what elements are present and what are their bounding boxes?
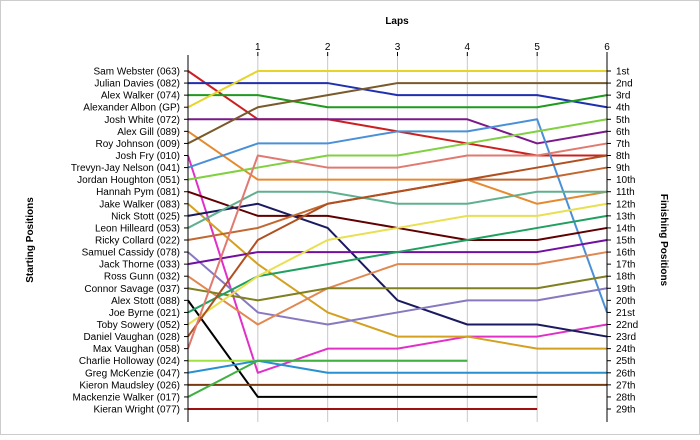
start-position-label: Daniel Vaughan (028) xyxy=(83,332,180,343)
series-line xyxy=(188,82,608,109)
start-position-label: Alex Stott (088) xyxy=(111,296,180,307)
start-position-label: Kieron Maudsley (026) xyxy=(79,380,180,391)
start-position-label: Jordan Houghton (051) xyxy=(77,175,180,186)
start-position-label: Greg McKenzie (047) xyxy=(85,368,180,379)
finish-position-label: 11th xyxy=(616,187,635,198)
x-tick-label: 6 xyxy=(604,42,610,53)
finish-position-label: 27th xyxy=(616,380,635,391)
series-line xyxy=(187,118,608,181)
start-position-label: Ross Gunn (032) xyxy=(104,272,180,283)
finish-position-label: 7th xyxy=(616,139,630,150)
start-position-label: Leon Hilleard (053) xyxy=(95,223,180,234)
start-position-label: Alex Walker (074) xyxy=(101,91,180,102)
series-line xyxy=(187,359,468,398)
series-line xyxy=(187,275,608,302)
start-position-label: Josh Fry (010) xyxy=(116,151,180,162)
x-tick-label: 1 xyxy=(255,42,261,53)
finish-position-label: 24th xyxy=(616,344,635,355)
series-line xyxy=(187,299,538,398)
series-line xyxy=(187,118,608,313)
start-position-label: Jake Walker (083) xyxy=(99,199,180,210)
finish-position-label: 10th xyxy=(616,175,635,186)
series-line xyxy=(187,251,608,326)
finish-position-label: 22nd xyxy=(616,320,638,331)
x-tick-label: 2 xyxy=(325,42,331,53)
start-position-label: Hannah Pym (081) xyxy=(96,187,180,198)
start-position-label: Alexander Albon (GP) xyxy=(83,103,180,114)
series-line xyxy=(187,70,607,109)
series-line xyxy=(187,203,607,350)
series-line xyxy=(187,202,608,338)
start-position-label: Kieran Wright (077) xyxy=(93,405,180,416)
start-position-label: Josh White (072) xyxy=(104,115,180,126)
start-position-label: Jack Thorne (033) xyxy=(99,260,180,271)
finish-position-label: 3rd xyxy=(616,91,630,102)
finish-position-label: 15th xyxy=(616,236,635,247)
series-line xyxy=(187,202,608,326)
start-position-label: Sam Webster (063) xyxy=(93,67,180,78)
axis-labels: 1 2 3 4 5 6 Sam Webster (063)Julian Davies (08… xyxy=(71,42,638,416)
finish-position-label: 8th xyxy=(616,151,630,162)
series-line xyxy=(188,118,608,145)
series-lines xyxy=(187,70,608,410)
series-line xyxy=(187,190,607,229)
finish-position-label: 23rd xyxy=(616,332,636,343)
finish-position-label: 2nd xyxy=(616,79,633,90)
series-line xyxy=(187,154,608,338)
finish-position-label: 5th xyxy=(616,115,630,126)
x-tick-label: 4 xyxy=(465,42,471,53)
start-position-label: Nick Stott (025) xyxy=(111,211,180,222)
finish-position-label: 17th xyxy=(616,260,635,271)
y-axis-title-right: Finishing Positions xyxy=(658,194,669,287)
start-position-label: Charlie Holloway (024) xyxy=(79,356,180,367)
start-position-label: Samuel Cassidy (078) xyxy=(82,248,180,259)
finish-position-label: 18th xyxy=(616,272,635,283)
series-line xyxy=(187,142,608,349)
start-position-label: Mackenzie Walker (017) xyxy=(73,392,180,403)
finish-position-label: 16th xyxy=(616,248,635,259)
axes xyxy=(184,52,611,422)
start-position-label: Connor Savage (037) xyxy=(84,284,180,295)
series-line xyxy=(187,251,608,326)
start-position-label: Alex Gill (089) xyxy=(117,127,180,138)
start-position-label: Joe Byrne (021) xyxy=(109,308,180,319)
x-tick-label: 3 xyxy=(395,42,401,53)
series-line xyxy=(187,130,608,205)
finish-position-label: 12th xyxy=(616,199,635,210)
start-position-label: Toby Sowery (052) xyxy=(97,320,180,331)
start-position-label: Trevyn-Jay Nelson (041) xyxy=(71,163,180,174)
start-position-label: Max Vaughan (058) xyxy=(93,344,180,355)
finish-position-label: 13th xyxy=(616,211,635,222)
start-position-label: Julian Davies (082) xyxy=(94,79,180,90)
y-axis-title-left: Starting Positions xyxy=(25,197,36,283)
finish-position-label: 26th xyxy=(616,368,635,379)
start-position-label: Roy Johnson (009) xyxy=(96,139,181,150)
finish-position-label: 19th xyxy=(616,284,635,295)
finish-position-label: 1st xyxy=(616,67,630,78)
finish-position-label: 6th xyxy=(616,127,630,138)
series-line xyxy=(188,94,608,109)
finish-position-label: 29th xyxy=(616,405,635,416)
series-line xyxy=(187,82,607,145)
finish-position-label: 9th xyxy=(616,163,630,174)
start-position-label: Ricky Collard (022) xyxy=(95,236,180,247)
finish-position-label: 25th xyxy=(616,356,635,367)
finish-position-label: 20th xyxy=(616,296,635,307)
finish-position-label: 21st xyxy=(616,308,635,319)
series-line xyxy=(187,155,608,374)
finish-position-label: 4th xyxy=(616,103,630,114)
finish-position-label: 28th xyxy=(616,392,635,403)
x-axis-title: Laps xyxy=(385,16,409,27)
x-tick-label: 5 xyxy=(534,42,540,53)
finish-position-label: 14th xyxy=(616,223,635,234)
